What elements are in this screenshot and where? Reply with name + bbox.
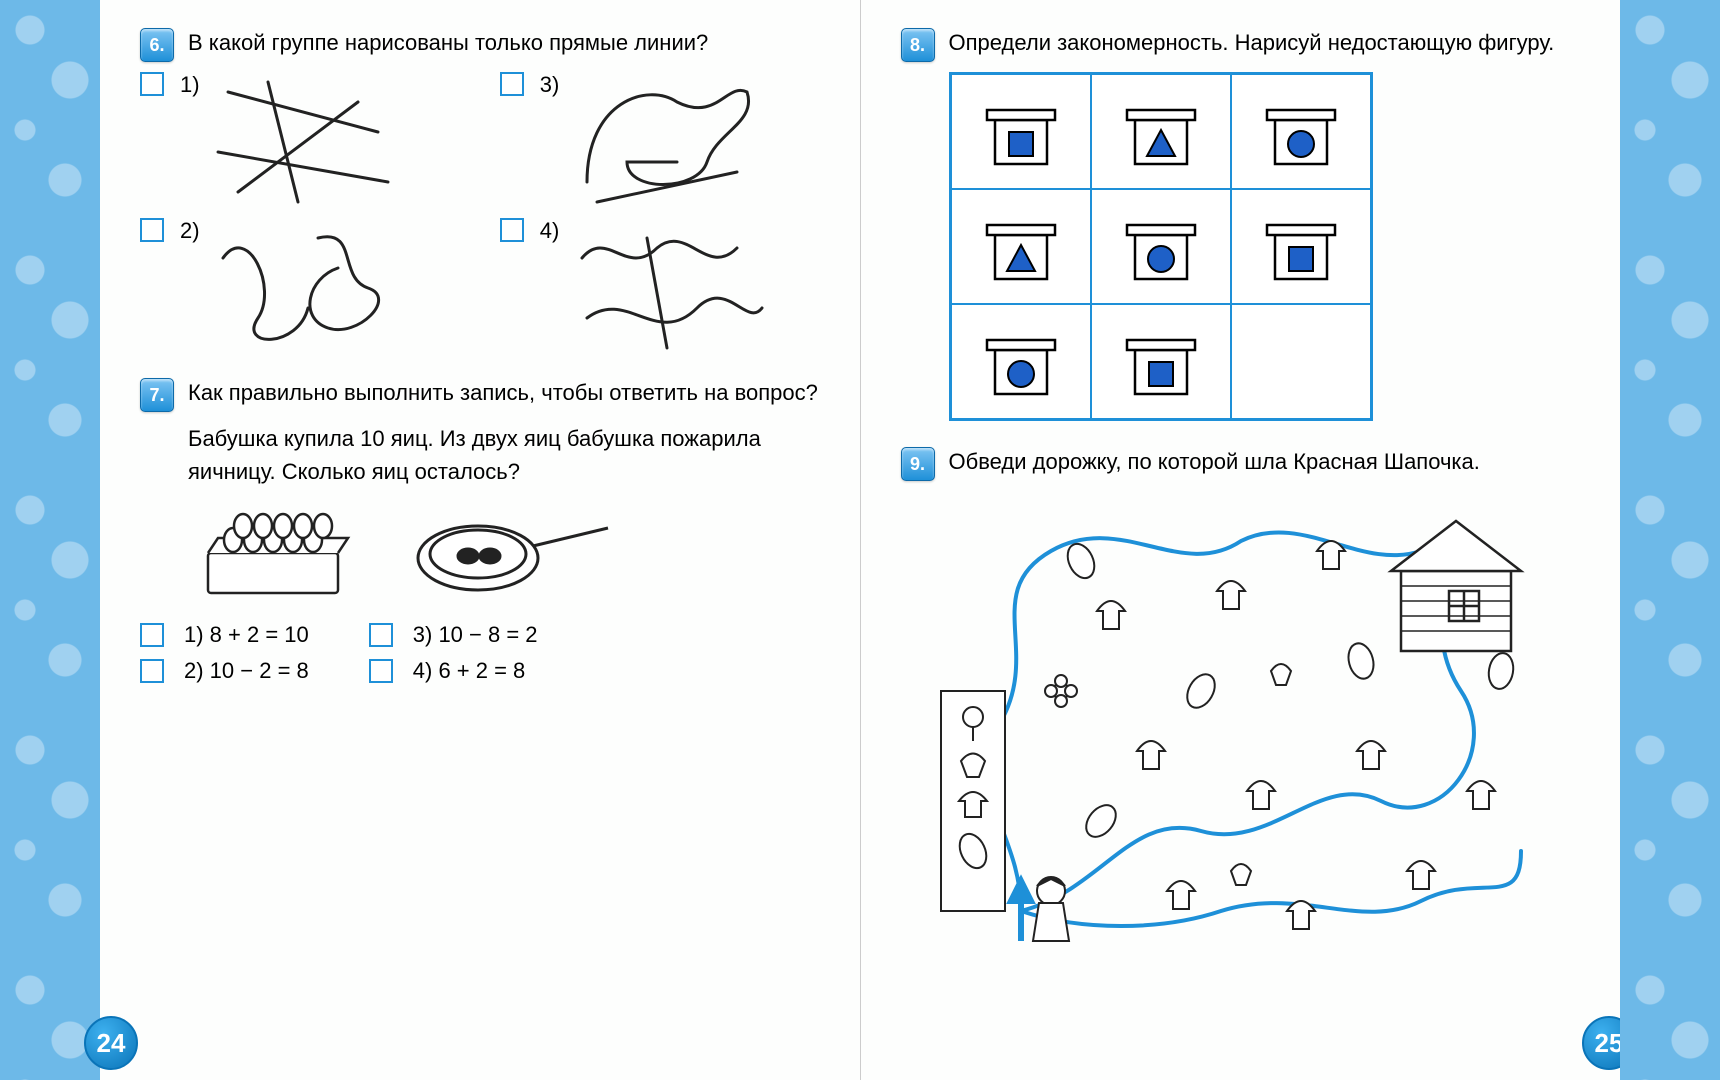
q7-story: Бабушка купила 10 яиц. Из двух яиц бабуш…: [188, 422, 820, 488]
checkbox-icon[interactable]: [140, 623, 164, 647]
pattern-cell: [951, 74, 1091, 189]
question-number-badge: 7.: [140, 378, 174, 412]
question-6: 6. В какой группе нарисованы только прям…: [140, 28, 820, 62]
checkbox-icon[interactable]: [140, 72, 164, 96]
sketch-mixed-lines: [567, 72, 767, 212]
sketch-curvy-lines: [208, 218, 408, 358]
checkbox-icon[interactable]: [369, 659, 393, 683]
question-text: В какой группе нарисованы только прямые …: [188, 28, 820, 59]
pattern-cell: [1091, 189, 1231, 304]
q6-option-3[interactable]: 3): [500, 72, 820, 212]
q6-row-2: 2) 4): [140, 218, 820, 358]
checkbox-icon[interactable]: [140, 659, 164, 683]
pattern-cell: [1231, 189, 1371, 304]
pattern-cell: [951, 189, 1091, 304]
pattern-cell: [1231, 74, 1371, 189]
sketch-wavy-mixed: [567, 218, 767, 358]
question-text: Обведи дорожку, по которой шла Красная Ш…: [949, 447, 1581, 478]
q6-option-2[interactable]: 2): [140, 218, 460, 358]
page-number-left: 24: [84, 1016, 138, 1070]
q7-option-2[interactable]: 2) 10 − 2 = 8: [140, 658, 309, 684]
page-left: 6. В какой группе нарисованы только прям…: [100, 0, 861, 1080]
question-text: Определи закономерность. Нарисуй недоста…: [949, 28, 1581, 59]
question-8: 8. Определи закономерность. Нарисуй недо…: [901, 28, 1581, 62]
equation-text: 1) 8 + 2 = 10: [184, 622, 309, 648]
maze-illustration: [901, 491, 1581, 951]
question-number-badge: 8.: [901, 28, 935, 62]
pattern-cell: [1091, 304, 1231, 419]
checkbox-icon[interactable]: [500, 218, 524, 242]
pattern-cell: [1231, 304, 1371, 419]
page-spread: 6. В какой группе нарисованы только прям…: [100, 0, 1620, 1080]
decorative-border-left: [0, 0, 100, 1080]
q7-illustrations: [188, 498, 820, 608]
frying-pan-icon: [398, 498, 618, 608]
q6-option-1[interactable]: 1): [140, 72, 460, 212]
option-label: 4): [540, 218, 560, 244]
page-right: 8. Определи закономерность. Нарисуй недо…: [861, 0, 1621, 1080]
checkbox-icon[interactable]: [500, 72, 524, 96]
question-9: 9. Обведи дорожку, по которой шла Красна…: [901, 447, 1581, 481]
q7-option-4[interactable]: 4) 6 + 2 = 8: [369, 658, 538, 684]
option-label: 2): [180, 218, 200, 244]
q7-option-3[interactable]: 3) 10 − 8 = 2: [369, 622, 538, 648]
sketch-straight-lines: [208, 72, 408, 212]
checkbox-icon[interactable]: [140, 218, 164, 242]
question-number-badge: 9.: [901, 447, 935, 481]
option-label: 1): [180, 72, 200, 98]
equation-text: 4) 6 + 2 = 8: [413, 658, 526, 684]
checkbox-icon[interactable]: [369, 623, 393, 647]
decorative-border-right: [1620, 0, 1720, 1080]
question-number-badge: 6.: [140, 28, 174, 62]
q6-row-1: 1) 3): [140, 72, 820, 212]
equation-text: 3) 10 − 8 = 2: [413, 622, 538, 648]
q6-option-4[interactable]: 4): [500, 218, 820, 358]
pattern-cell: [1091, 74, 1231, 189]
egg-box-icon: [188, 498, 358, 608]
q7-equations: 1) 8 + 2 = 10 2) 10 − 2 = 8 3) 10 − 8 = …: [140, 622, 820, 684]
question-text: Как правильно выполнить запись, чтобы от…: [188, 378, 820, 409]
equation-text: 2) 10 − 2 = 8: [184, 658, 309, 684]
pattern-cell: [951, 304, 1091, 419]
pattern-grid: [949, 72, 1373, 421]
question-7: 7. Как правильно выполнить запись, чтобы…: [140, 378, 820, 412]
q7-option-1[interactable]: 1) 8 + 2 = 10: [140, 622, 309, 648]
option-label: 3): [540, 72, 560, 98]
